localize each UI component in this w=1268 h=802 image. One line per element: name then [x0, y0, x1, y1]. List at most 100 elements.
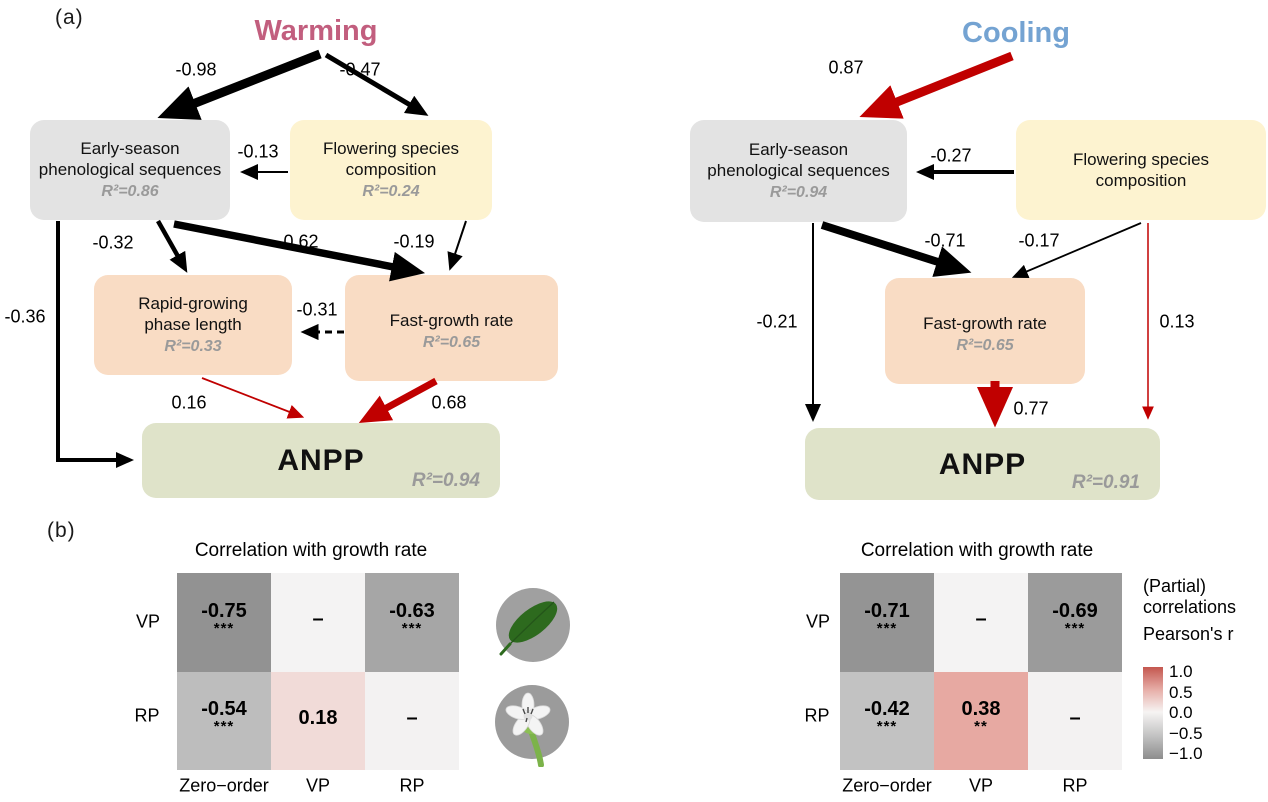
- legend-title: (Partial) correlations: [1143, 576, 1236, 618]
- coef-fast-anpp-cooling: 0.77: [1013, 398, 1049, 419]
- legend-title-line2: correlations: [1143, 597, 1237, 617]
- box-line: Flowering species: [1072, 150, 1210, 169]
- row-label-vp: VP: [805, 611, 831, 632]
- box-early-season-cooling: Early-season phenological sequences R²=0…: [690, 120, 907, 222]
- leaf-icon: [496, 588, 570, 662]
- colorbar-ticks: 1.0 0.5 0.0 −0.5 −1.0: [1169, 662, 1203, 765]
- cell-value: -0.69: [1052, 599, 1098, 622]
- box-line: Rapid-growing: [138, 294, 248, 313]
- coef-flowering-early-cooling: -0.27: [930, 145, 972, 166]
- cell-significance: **: [974, 718, 988, 736]
- box-flowering-warming: Flowering species composition R²=0.24: [290, 120, 492, 220]
- heatmap-cell: -0.54 ***: [177, 671, 271, 770]
- coef-early-anpp-cooling: -0.21: [756, 311, 798, 332]
- coef-flowering-fast-cooling: -0.17: [1018, 230, 1060, 251]
- cell-value: -0.54: [201, 698, 247, 721]
- cell-value: 0.38: [961, 698, 1001, 721]
- r-squared: R²=0.65: [422, 333, 481, 351]
- r-squared: R²=0.65: [956, 336, 1014, 354]
- cell-value: –: [1069, 706, 1081, 729]
- cell-significance: ***: [213, 619, 235, 637]
- coef-cooling-early: 0.87: [828, 57, 864, 78]
- anpp-label: ANPP: [938, 447, 1027, 481]
- colorbar-tick: 1.0: [1169, 662, 1193, 681]
- box-line: Early-season: [80, 139, 180, 158]
- arrow-cooling-to-early: [859, 51, 1014, 119]
- col-label-vp: VP: [968, 775, 994, 796]
- box-line: composition: [345, 160, 437, 179]
- heatmap-title-cooling: Correlation with growth rate: [860, 540, 1094, 561]
- r-squared: R²=0.33: [164, 338, 222, 355]
- coef-fast-rapid: -0.31: [296, 299, 338, 320]
- cooling-title: Cooling: [962, 17, 1070, 49]
- cell-significance: ***: [213, 718, 235, 736]
- coef-rapid-anpp: 0.16: [171, 392, 207, 413]
- cell-significance: ***: [876, 619, 898, 637]
- colorbar: [1143, 667, 1163, 759]
- box-line: composition: [1095, 171, 1187, 190]
- cell-value: 0.18: [298, 706, 338, 729]
- legend-subtitle: Pearson's r: [1143, 624, 1234, 644]
- box-line: Flowering species: [322, 139, 460, 158]
- r-squared: R²=0.24: [362, 183, 420, 200]
- box-early-season-warming: Early-season phenological sequences R²=0…: [30, 120, 230, 220]
- panel-b-label: (b): [47, 519, 76, 542]
- col-label-zero-order: Zero−order: [842, 775, 932, 796]
- box-line: Early-season: [748, 140, 849, 159]
- row-label-rp: RP: [804, 705, 830, 726]
- colorbar-tick: −0.5: [1169, 723, 1203, 743]
- col-label-rp: RP: [399, 775, 425, 796]
- box-line: phase length: [144, 315, 242, 334]
- arrow-fast-to-anpp-warming: [358, 377, 438, 424]
- legend-title-line1: (Partial): [1143, 576, 1207, 596]
- cell-value: –: [406, 706, 418, 729]
- col-label-zero-order: Zero−order: [179, 775, 269, 796]
- colorbar-tick: 0.5: [1169, 682, 1193, 702]
- box-line: phenological sequences: [38, 160, 222, 179]
- cell-significance: ***: [876, 718, 898, 736]
- cell-value: –: [975, 608, 987, 631]
- panel-a-label: (a): [55, 6, 84, 29]
- arrow-flowering-to-fast-warming: [447, 220, 467, 271]
- coef-early-fast-warming: -0.62: [277, 231, 319, 252]
- heatmap-warming: -0.75 *** – -0.63 *** -0.54 *** 0.18 –: [177, 573, 459, 770]
- arrow-rapid-to-anpp-warming: [201, 377, 305, 419]
- warming-title: Warming: [254, 15, 378, 47]
- heatmap-cell: –: [271, 573, 365, 672]
- box-anpp-warming: ANPP R²=0.94: [142, 423, 500, 498]
- cell-value: -0.71: [864, 599, 910, 622]
- cell-value: –: [312, 608, 324, 631]
- heatmap-cell: -0.69 ***: [1028, 573, 1122, 672]
- coef-early-rapid: -0.32: [92, 232, 134, 253]
- heatmap-title-warming: Correlation with growth rate: [194, 540, 428, 561]
- coef-fast-anpp-warming: 0.68: [431, 392, 467, 413]
- coef-flowering-early-warming: -0.13: [237, 141, 279, 162]
- flower-icon: [495, 685, 569, 767]
- box-line: Fast-growth rate: [389, 310, 514, 330]
- col-label-vp: VP: [305, 775, 331, 796]
- arrow-early-to-rapid-warming: [156, 219, 188, 273]
- cell-value: -0.63: [389, 599, 435, 622]
- col-label-rp: RP: [1062, 775, 1088, 796]
- coef-early-fast-cooling: -0.71: [924, 230, 966, 251]
- row-label-vp: VP: [135, 611, 161, 632]
- r-squared: R²=0.86: [101, 183, 159, 200]
- heatmap-cooling: -0.71 *** – -0.69 *** -0.42 *** 0.38 ** …: [840, 573, 1122, 770]
- box-line: Fast-growth rate: [923, 313, 1047, 333]
- heatmap-cell: -0.71 ***: [840, 573, 934, 672]
- coef-warming-early: -0.98: [175, 59, 217, 80]
- box-line: phenological sequences: [707, 161, 890, 180]
- heatmap-cell: 0.18: [271, 671, 365, 770]
- box-anpp-cooling: ANPP R²=0.91: [805, 428, 1160, 500]
- row-label-rp: RP: [134, 705, 160, 726]
- coef-flowering-anpp-cooling: 0.13: [1159, 311, 1195, 332]
- heatmap-cell: –: [365, 671, 459, 770]
- cell-significance: ***: [1064, 619, 1086, 637]
- heatmap-cell: 0.38 **: [934, 671, 1028, 770]
- cell-significance: ***: [401, 619, 423, 637]
- box-fast-growth-warming: Fast-growth rate R²=0.65: [345, 275, 558, 381]
- r-squared: R²=0.91: [1071, 472, 1140, 493]
- heatmap-cell: -0.63 ***: [365, 573, 459, 672]
- box-flowering-cooling: Flowering species composition: [1016, 120, 1266, 220]
